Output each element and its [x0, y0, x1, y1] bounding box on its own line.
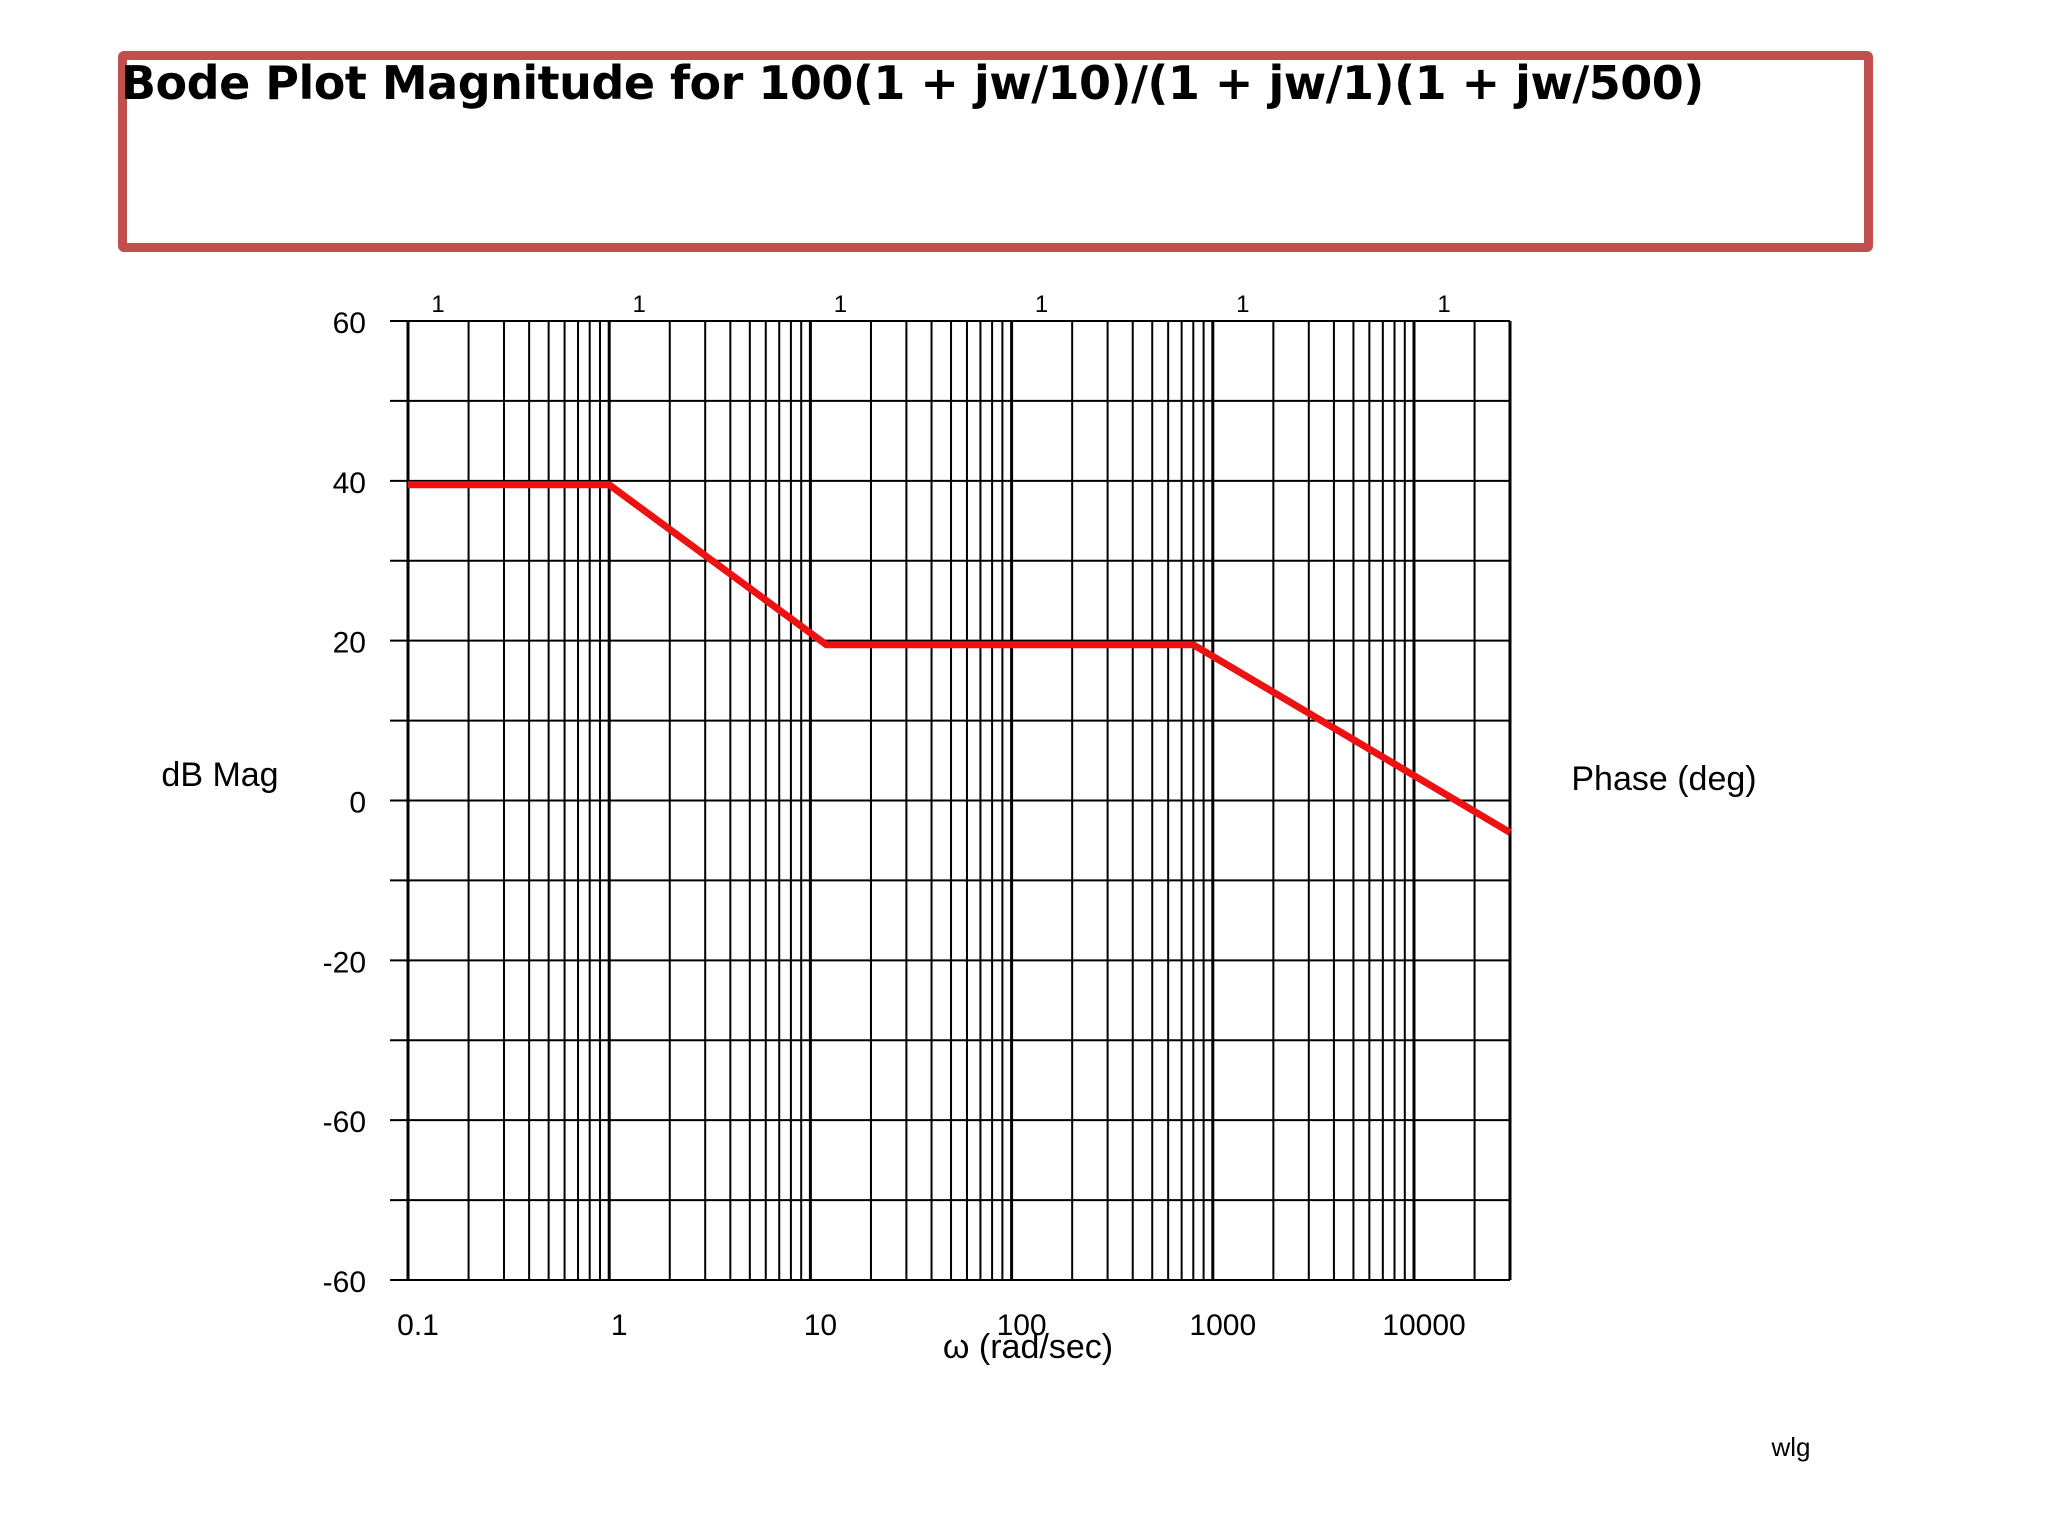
- series-group: [408, 481, 1512, 836]
- magnitude-line: [408, 481, 1512, 836]
- y-tick-label: 40: [333, 467, 366, 500]
- top-tick-label: 1: [834, 291, 847, 318]
- x-tick-label: 100: [997, 1309, 1047, 1342]
- y-tick-label: 60: [333, 307, 366, 340]
- x-tick-label: 10000: [1382, 1309, 1465, 1342]
- title-box: [118, 51, 1873, 252]
- top-tick-label: 1: [633, 291, 646, 318]
- grid: [390, 320, 1512, 1281]
- y-tick-label: -60: [323, 1106, 366, 1139]
- x-tick-label: 1000: [1189, 1309, 1256, 1342]
- x-tick-label: 10: [804, 1309, 837, 1342]
- x-tick-labels: 0.1 1 10 100 1000 10000: [397, 1309, 1466, 1342]
- y-tick-labels: 60 40 20 0 -20 -60 -60: [323, 307, 366, 1299]
- y-tick-label: 20: [333, 627, 366, 660]
- y-tick-label: -20: [323, 946, 366, 979]
- minor-grid: [467, 321, 1511, 1280]
- right-axis-label: Phase (deg): [1571, 760, 1756, 798]
- x-tick-label: 0.1: [397, 1309, 439, 1342]
- y-axis-label: dB Mag: [161, 756, 278, 794]
- author-annotation: wlg: [1770, 1432, 1810, 1462]
- x-axis-label: ω (rad/sec): [943, 1328, 1113, 1366]
- top-tick-label: 1: [1236, 291, 1249, 318]
- y-tick-label: -60: [323, 1266, 366, 1299]
- top-tick-label: 1: [431, 291, 444, 318]
- y-tick-label: 0: [349, 787, 366, 820]
- x-tick-label: 1: [611, 1309, 628, 1342]
- top-tick-label: 1: [1437, 291, 1450, 318]
- top-tick-label: 1: [1035, 291, 1048, 318]
- top-tick-labels: 1 1 1 1 1 1: [431, 291, 1450, 318]
- chart-title: Bode Plot Magnitude for 100(1 + jw/10)/(…: [121, 56, 1704, 110]
